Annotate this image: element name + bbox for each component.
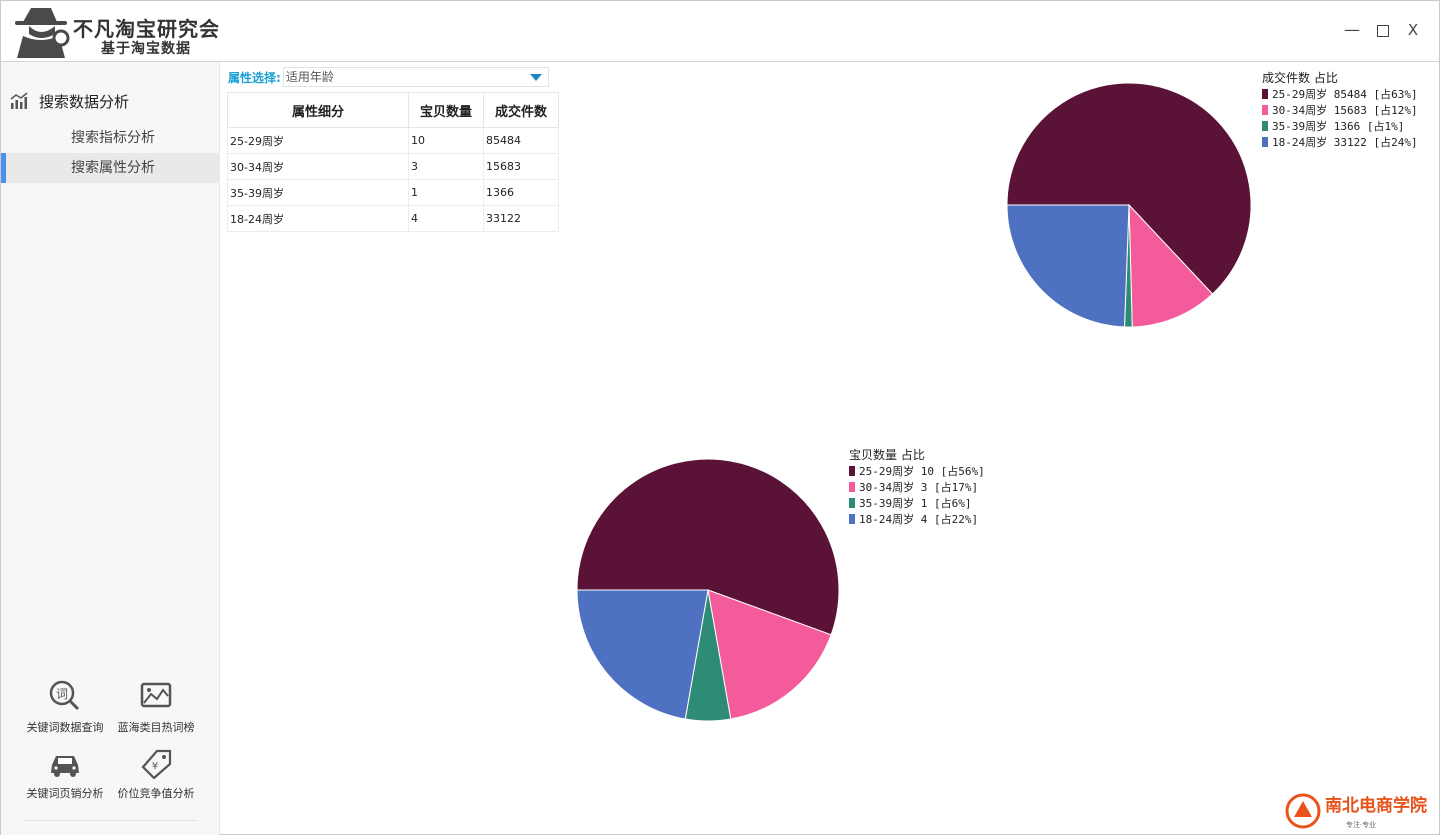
sales-pie-legend: 成交件数 占比 25-29周岁 85484 [占63%] 30-34周岁 156… <box>1262 70 1418 150</box>
legend-item: 35-39周岁 1366 [占1%] <box>1262 118 1418 134</box>
attribute-table: 属性细分 宝贝数量 成交件数 25-29周岁 10 85484 30-34周岁 … <box>227 92 559 232</box>
legend-label: 18-24周岁 33122 [占24%] <box>1272 136 1418 149</box>
tool-label: 关键词页销分析 <box>26 787 104 800</box>
table-cell: 10 <box>408 127 484 154</box>
chart-title: 宝贝数量 占比 <box>849 448 925 462</box>
attribute-filter: 属性选择: 适用年龄 <box>228 67 549 87</box>
detective-logo-icon <box>15 8 70 58</box>
legend-swatch <box>849 466 855 476</box>
tool-label: 关键词数据查询 <box>26 721 104 734</box>
sidebar-item-search-attributes[interactable]: 搜索属性分析 <box>1 153 220 183</box>
table-cell: 30-34周岁 <box>227 153 409 180</box>
maximize-button[interactable] <box>1370 17 1396 43</box>
legend-item: 25-29周岁 85484 [占63%] <box>1262 86 1418 102</box>
table-row[interactable]: 30-34周岁 3 15683 <box>227 153 559 180</box>
table-cell: 3 <box>408 153 484 180</box>
pie-slice-2[interactable] <box>707 589 832 720</box>
tool-price-competition[interactable]: ¥ 价位竞争值分析 <box>106 749 206 801</box>
legend-item: 35-39周岁 1 [占6%] <box>849 495 985 511</box>
table-cell: 85484 <box>483 127 559 154</box>
legend-item: 30-34周岁 15683 [占12%] <box>1262 102 1418 118</box>
pie-slice-1[interactable] <box>576 458 840 636</box>
close-button[interactable]: X <box>1407 21 1419 39</box>
tool-label: 价位竞争值分析 <box>117 787 195 800</box>
svg-text:词: 词 <box>56 687 68 701</box>
legend-label: 25-29周岁 85484 [占63%] <box>1272 88 1418 101</box>
tool-label: 蓝海类目热词榜 <box>117 721 195 734</box>
legend-label: 35-39周岁 1 [占6%] <box>859 497 972 510</box>
table-row[interactable]: 18-24周岁 4 33122 <box>227 205 559 232</box>
chevron-down-icon <box>529 74 542 81</box>
legend-swatch <box>849 482 855 492</box>
sales-pie-chart <box>1006 82 1252 328</box>
pie-slice-1[interactable] <box>1006 82 1252 295</box>
sidebar-item-search-metrics[interactable]: 搜索指标分析 <box>71 130 155 146</box>
tool-keyword-query[interactable]: 词 关键词数据查询 <box>15 679 115 735</box>
item-count-pie-legend: 宝贝数量 占比 25-29周岁 10 [占56%] 30-34周岁 3 [占17… <box>849 447 985 527</box>
image-chart-icon <box>140 682 172 708</box>
brand-name: 南北电商学院 <box>1325 795 1427 816</box>
pie-slice-4[interactable] <box>1006 204 1130 328</box>
bar-chart-icon <box>10 92 28 109</box>
tool-blue-ocean-hotwords[interactable]: 蓝海类目热词榜 <box>106 679 206 735</box>
legend-swatch <box>1262 121 1268 131</box>
app-subtitle: 基于淘宝数据 <box>101 41 191 57</box>
attribute-filter-label: 属性选择: <box>228 70 281 85</box>
divider <box>25 820 197 821</box>
table-cell: 1366 <box>483 179 559 206</box>
attribute-select[interactable]: 适用年龄 <box>282 67 549 87</box>
legend-swatch <box>1262 89 1268 99</box>
pie-slice-2[interactable] <box>1128 203 1214 328</box>
legend-swatch <box>1262 105 1268 115</box>
legend-label: 30-34周岁 15683 [占12%] <box>1272 104 1418 117</box>
minimize-button[interactable]: — <box>1344 20 1360 39</box>
tool-keyword-page-sales[interactable]: 关键词页销分析 <box>15 749 115 801</box>
pie-slice-4[interactable] <box>576 589 709 720</box>
sidebar-section-header[interactable]: 搜索数据分析 <box>9 88 129 114</box>
legend-label: 30-34周岁 3 [占17%] <box>859 481 979 494</box>
sidebar-section-label: 搜索数据分析 <box>39 92 130 111</box>
table-cell: 15683 <box>483 153 559 180</box>
item-count-pie-chart <box>576 458 840 722</box>
column-header[interactable]: 成交件数 <box>483 92 559 128</box>
legend-item: 18-24周岁 4 [占22%] <box>849 511 985 527</box>
app-title: 不凡淘宝研究会 <box>73 17 220 41</box>
brand-tagline: 专注·专业 <box>1346 820 1376 829</box>
legend-label: 25-29周岁 10 [占56%] <box>859 465 985 478</box>
search-word-icon: 词 <box>49 680 80 711</box>
attribute-select-value: 适用年龄 <box>285 70 334 84</box>
table-cell: 33122 <box>483 205 559 232</box>
maximize-icon <box>1377 24 1389 37</box>
table-header-row: 属性细分 宝贝数量 成交件数 <box>227 92 559 128</box>
legend-swatch <box>1262 137 1268 147</box>
legend-swatch <box>849 514 855 524</box>
table-cell: 4 <box>408 205 484 232</box>
price-tag-icon: ¥ <box>141 749 172 779</box>
svg-text:¥: ¥ <box>152 761 158 772</box>
title-bar: 不凡淘宝研究会 基于淘宝数据 — X <box>1 1 1439 62</box>
legend-item: 30-34周岁 3 [占17%] <box>849 479 985 495</box>
chart-title: 成交件数 占比 <box>1262 71 1338 85</box>
column-header[interactable]: 宝贝数量 <box>408 92 484 128</box>
car-icon <box>51 756 79 777</box>
table-cell: 35-39周岁 <box>227 179 409 206</box>
table-cell: 18-24周岁 <box>227 205 409 232</box>
legend-item: 18-24周岁 33122 [占24%] <box>1262 134 1418 150</box>
brand-watermark-logo: 南北电商学院 专注·专业 <box>1285 793 1427 829</box>
legend-label: 35-39周岁 1366 [占1%] <box>1272 120 1405 133</box>
legend-item: 25-29周岁 10 [占56%] <box>849 463 985 479</box>
sidebar: 搜索数据分析 搜索指标分析 搜索属性分析 词 关键词数据查询 蓝海类目热词榜 <box>1 62 220 835</box>
table-row[interactable]: 35-39周岁 1 1366 <box>227 179 559 206</box>
table-cell: 25-29周岁 <box>227 127 409 154</box>
legend-label: 18-24周岁 4 [占22%] <box>859 513 979 526</box>
column-header[interactable]: 属性细分 <box>227 92 409 128</box>
table-row[interactable]: 25-29周岁 10 85484 <box>227 127 559 154</box>
legend-swatch <box>849 498 855 508</box>
table-cell: 1 <box>408 179 484 206</box>
